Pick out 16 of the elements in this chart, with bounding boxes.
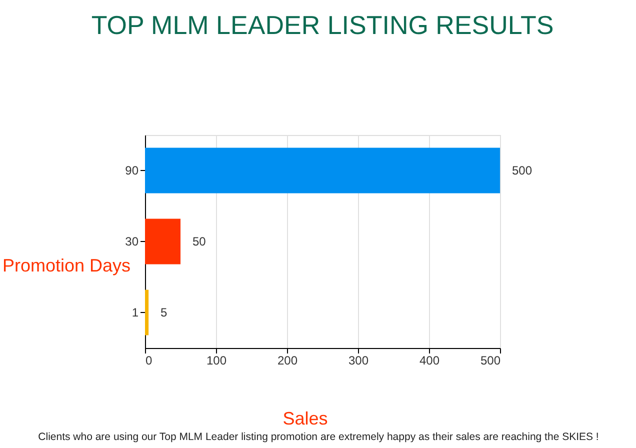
data-label: 500: [512, 164, 532, 178]
data-label: 50: [192, 234, 206, 248]
x-tick-label: 300: [348, 354, 369, 368]
data-label: 5: [160, 306, 168, 320]
text: Clients who are using our Top MLM Leader listing promotion are extremely happy as their sales are reaching the SKIES !: [38, 431, 599, 443]
y-tick-label: 30: [125, 234, 139, 248]
x-tick-label: 200: [277, 354, 298, 368]
x-tick-label: 0: [146, 354, 152, 368]
x-tick-label: 100: [206, 354, 227, 368]
chart-title: TOP MLM LEADER LISTING RESULTS: [91, 10, 554, 40]
x-tick-label: 400: [419, 354, 440, 368]
x-tick-label: 500: [480, 354, 501, 368]
y-axis-title: Promotion Days: [2, 256, 131, 276]
y-tick-label: 1: [132, 306, 139, 320]
y-tick-label: 90: [125, 164, 139, 178]
x-axis-title: Sales: [282, 408, 328, 428]
